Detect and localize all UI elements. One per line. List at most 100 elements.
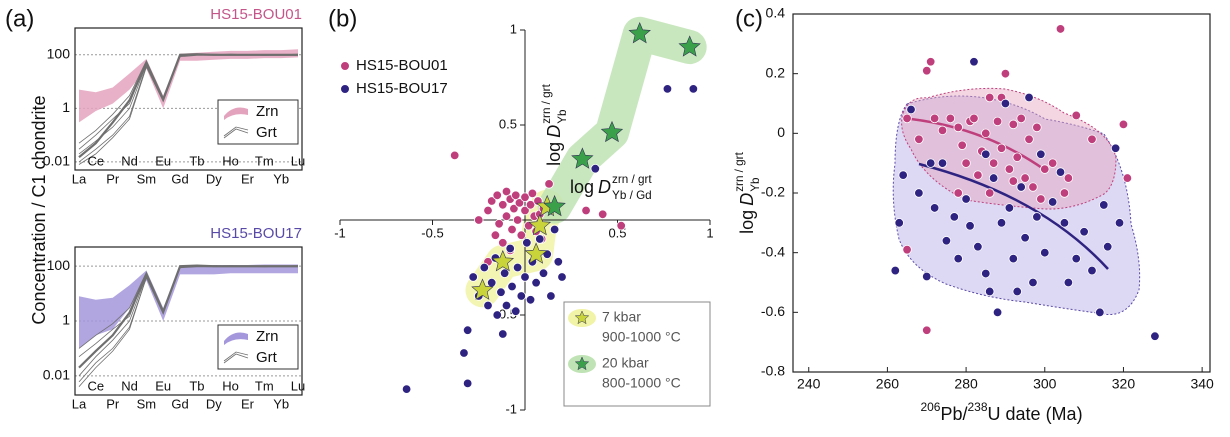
- axis-label-sup: zrn / grt: [612, 173, 652, 186]
- x-tick-label: Pr: [106, 171, 120, 186]
- y-tick-label: 1: [62, 99, 70, 115]
- panel-label: (a): [5, 5, 34, 32]
- point: [492, 190, 502, 201]
- axis-label-text: log: [737, 210, 757, 234]
- point: [1012, 286, 1022, 297]
- point: [988, 173, 999, 183]
- x-tick-label: Yb: [273, 396, 289, 411]
- star-point: [571, 147, 594, 169]
- point: [1118, 119, 1129, 130]
- point: [949, 212, 959, 222]
- point: [1008, 119, 1019, 130]
- x-tick-label: Eu: [155, 153, 171, 168]
- point: [525, 200, 536, 210]
- point: [925, 57, 936, 67]
- point: [1016, 182, 1026, 192]
- point: [520, 272, 530, 282]
- point: [1036, 194, 1046, 204]
- point: [1055, 24, 1066, 34]
- axis-label-sup: zrn / grt: [733, 151, 746, 191]
- point: [516, 291, 527, 301]
- point: [507, 281, 517, 292]
- point: [662, 84, 673, 94]
- legend-box: [217, 99, 299, 145]
- grt-line: [78, 265, 298, 349]
- y-tick-label: -0.6: [761, 303, 785, 319]
- point: [961, 158, 971, 168]
- point: [941, 236, 952, 246]
- point: [496, 287, 506, 297]
- point: [906, 104, 916, 115]
- point: [598, 209, 608, 220]
- point: [1087, 265, 1097, 276]
- axis-label-text: log: [544, 142, 564, 166]
- point: [984, 92, 995, 103]
- y-tick-label: 100: [47, 257, 71, 273]
- point: [505, 243, 515, 254]
- legend-box: [217, 324, 299, 370]
- legend-marker: [340, 61, 350, 71]
- y-tick-label: -0.4: [761, 243, 785, 259]
- point: [501, 300, 512, 311]
- y-tick-label: -1: [505, 401, 517, 416]
- x-axis-label-part: Pb/: [940, 404, 967, 424]
- point: [1063, 173, 1074, 183]
- x-tick-label: Tm: [255, 153, 274, 168]
- x-tick-label: Eu: [155, 378, 171, 393]
- point: [1008, 253, 1019, 264]
- point: [945, 113, 956, 124]
- legend-label: 7 kbar: [602, 309, 641, 325]
- panel-label: (b): [328, 5, 357, 32]
- point: [450, 150, 460, 161]
- axis-label-sub: Yb: [556, 109, 569, 124]
- y-axis-label: Concentration / C1 chondrite: [29, 95, 49, 324]
- legend-star: [574, 356, 590, 371]
- y-tick-label: 0.2: [766, 64, 786, 80]
- axis-label-sub: Yb: [749, 177, 762, 192]
- point: [498, 329, 508, 339]
- axis-label-symbol: D: [598, 177, 611, 197]
- x-tick-label: Er: [241, 396, 255, 411]
- point: [965, 221, 975, 231]
- y-tick-label: 100: [47, 45, 71, 61]
- point: [984, 286, 995, 297]
- grt-line: [78, 53, 298, 144]
- point: [1012, 152, 1022, 162]
- legend-swatch: [224, 107, 248, 120]
- point: [581, 205, 591, 216]
- point: [1150, 331, 1160, 341]
- x-tick-label: Sm: [137, 396, 157, 411]
- point: [914, 188, 924, 198]
- grt-line: [78, 55, 298, 165]
- y-tick-label: -0.2: [761, 184, 785, 200]
- point: [688, 84, 699, 94]
- x-tick-label: 1: [706, 225, 713, 240]
- point: [1040, 247, 1050, 258]
- legend-label: Zrn: [256, 103, 279, 120]
- point: [1028, 277, 1038, 288]
- x-tick-label: Pr: [106, 396, 120, 411]
- star-point: [600, 120, 624, 143]
- axis-label-sup: zrn / grt: [540, 83, 553, 123]
- point: [953, 188, 963, 198]
- point: [992, 307, 1003, 318]
- star-point: [491, 250, 515, 272]
- point: [1079, 227, 1089, 237]
- point: [479, 262, 490, 273]
- y-tick-label: 0.01: [43, 367, 70, 383]
- point: [1020, 173, 1030, 183]
- legend-star: [574, 310, 590, 325]
- point: [988, 158, 999, 168]
- point: [929, 203, 940, 213]
- x-tick-label: Ho: [222, 153, 239, 168]
- point: [462, 378, 473, 389]
- point: [494, 219, 504, 229]
- point: [512, 215, 523, 225]
- point: [1032, 212, 1042, 222]
- point: [929, 113, 940, 124]
- point: [981, 149, 991, 159]
- y-tick-label: 0.5: [499, 116, 517, 131]
- axis-label-symbol: D: [737, 193, 757, 206]
- point: [898, 170, 908, 180]
